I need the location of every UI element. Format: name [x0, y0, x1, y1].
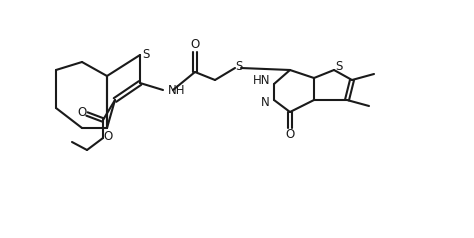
Text: S: S — [142, 48, 150, 60]
Text: N: N — [261, 95, 270, 109]
Text: NH: NH — [168, 84, 185, 96]
Text: S: S — [235, 60, 243, 74]
Text: O: O — [285, 128, 295, 140]
Text: O: O — [77, 106, 87, 119]
Text: HN: HN — [253, 74, 270, 88]
Text: O: O — [103, 130, 113, 144]
Text: O: O — [191, 39, 200, 51]
Text: S: S — [335, 60, 343, 73]
